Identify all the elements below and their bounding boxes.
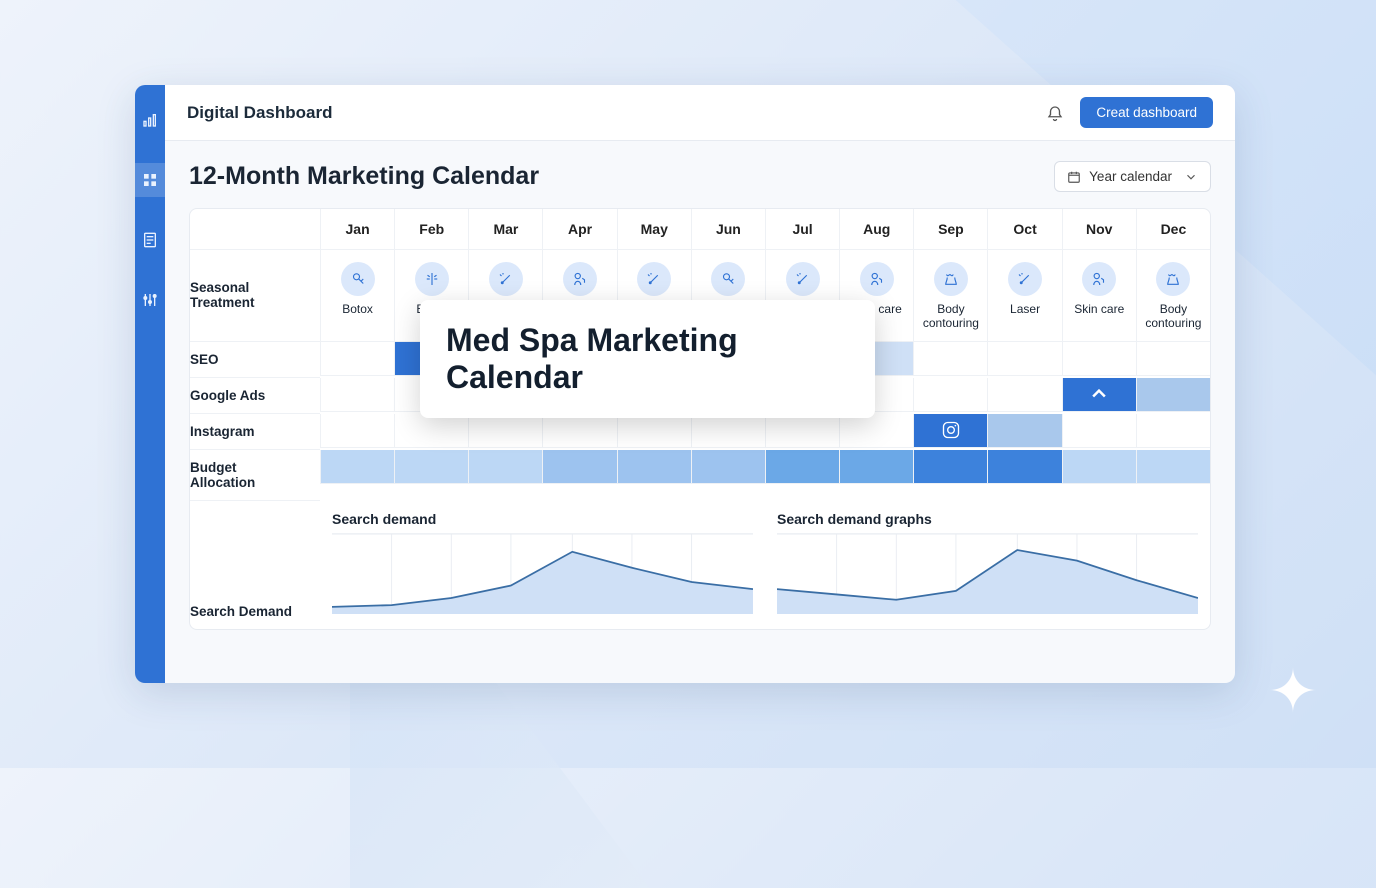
sidebar-item-sliders[interactable] — [135, 283, 165, 317]
row-label-seasonal-treatment: Seasonal Treatment — [190, 250, 320, 342]
month-header-mar: Mar — [468, 209, 542, 250]
header-actions: Creat dashboard — [1046, 97, 1213, 128]
budget-cell-nov[interactable] — [1062, 450, 1136, 484]
top-header: Digital Dashboard Creat dashboard — [165, 85, 1235, 141]
ads-cell-jan[interactable] — [320, 378, 394, 412]
med-spa-tooltip: Med Spa Marketing Calendar — [420, 300, 875, 418]
insta-cell-sep[interactable] — [913, 414, 987, 448]
ads-cell-oct[interactable] — [987, 378, 1061, 412]
instagram-icon — [941, 420, 961, 440]
create-dashboard-button[interactable]: Creat dashboard — [1080, 97, 1213, 128]
budget-cell-sep[interactable] — [913, 450, 987, 484]
search-demand-chart-1[interactable]: Search demand — [320, 501, 765, 629]
calendar-grid: Jan Feb Mar Apr May Jun Jul Aug Sep Oct … — [190, 209, 1210, 629]
dashboard-window: Digital Dashboard Creat dashboard 12-Mon… — [135, 85, 1235, 683]
insta-cell-jun[interactable] — [691, 414, 765, 448]
chart-1-title: Search demand — [332, 511, 753, 527]
budget-cell-jul[interactable] — [765, 450, 839, 484]
calendar-icon — [1067, 170, 1081, 184]
row-label-seo: SEO — [190, 342, 320, 378]
treatment-cell-nov[interactable]: Skin care — [1062, 250, 1136, 342]
botox-icon — [711, 262, 745, 296]
laser-icon — [637, 262, 671, 296]
insta-cell-jul[interactable] — [765, 414, 839, 448]
row-label-google-ads: Google Ads — [190, 378, 320, 414]
month-header-aug: Aug — [839, 209, 913, 250]
laser-icon — [786, 262, 820, 296]
window-title: Digital Dashboard — [187, 103, 332, 123]
budget-cell-feb[interactable] — [394, 450, 468, 484]
sparkle-decoration-icon — [1270, 667, 1316, 713]
seo-cell-nov[interactable] — [1062, 342, 1136, 376]
skincare-icon — [860, 262, 894, 296]
month-header-jun: Jun — [691, 209, 765, 250]
insta-cell-aug[interactable] — [839, 414, 913, 448]
laser-icon — [1008, 262, 1042, 296]
month-header-dec: Dec — [1136, 209, 1210, 250]
insta-cell-apr[interactable] — [542, 414, 616, 448]
budget-cell-apr[interactable] — [542, 450, 616, 484]
budget-cell-jan[interactable] — [320, 450, 394, 484]
budget-cell-may[interactable] — [617, 450, 691, 484]
month-header-feb: Feb — [394, 209, 468, 250]
year-calendar-select[interactable]: Year calendar — [1054, 161, 1211, 192]
tooltip-text: Med Spa Marketing Calendar — [446, 322, 849, 396]
ads-cell-nov[interactable] — [1062, 378, 1136, 412]
sidebar-item-grid[interactable] — [135, 163, 165, 197]
budget-cell-aug[interactable] — [839, 450, 913, 484]
content-topbar: 12-Month Marketing Calendar Year calenda… — [189, 161, 1211, 192]
month-header-apr: Apr — [542, 209, 616, 250]
month-header-oct: Oct — [987, 209, 1061, 250]
year-select-label: Year calendar — [1089, 169, 1172, 184]
treatment-cell-sep[interactable]: Body contouring — [913, 250, 987, 342]
row-label-budget-allocation: Budget Allocation — [190, 450, 320, 501]
insta-cell-nov[interactable] — [1062, 414, 1136, 448]
ads-cell-sep[interactable] — [913, 378, 987, 412]
seo-cell-sep[interactable] — [913, 342, 987, 376]
insta-cell-mar[interactable] — [468, 414, 542, 448]
treatment-cell-jan[interactable]: Botox — [320, 250, 394, 342]
body-contouring-icon — [1156, 262, 1190, 296]
sidebar-nav — [135, 85, 165, 683]
calendar-header-blank — [190, 209, 320, 250]
budget-cell-dec[interactable] — [1136, 450, 1210, 484]
insta-cell-feb[interactable] — [394, 414, 468, 448]
search-demand-chart-2[interactable]: Search demand graphs — [765, 501, 1210, 629]
page-title: 12-Month Marketing Calendar — [189, 162, 539, 191]
botox-icon — [341, 262, 375, 296]
botox-icon — [415, 262, 449, 296]
row-label-instagram: Instagram — [190, 414, 320, 450]
calendar-card: Jan Feb Mar Apr May Jun Jul Aug Sep Oct … — [189, 208, 1211, 630]
ads-cell-dec[interactable] — [1136, 378, 1210, 412]
laser-icon — [489, 262, 523, 296]
seo-cell-oct[interactable] — [987, 342, 1061, 376]
treatment-cell-oct[interactable]: Laser — [987, 250, 1061, 342]
seo-cell-jan[interactable] — [320, 342, 394, 376]
notification-bell-icon[interactable] — [1046, 104, 1064, 122]
row-label-search-demand: Search Demand — [190, 501, 320, 629]
chevron-down-icon — [1184, 170, 1198, 184]
month-header-sep: Sep — [913, 209, 987, 250]
budget-cell-oct[interactable] — [987, 450, 1061, 484]
chevron-up-icon — [1089, 384, 1109, 404]
seo-cell-dec[interactable] — [1136, 342, 1210, 376]
sidebar-item-document[interactable] — [135, 223, 165, 257]
month-header-may: May — [617, 209, 691, 250]
insta-cell-oct[interactable] — [987, 414, 1061, 448]
month-header-nov: Nov — [1062, 209, 1136, 250]
budget-cell-mar[interactable] — [468, 450, 542, 484]
sidebar-item-barchart[interactable] — [135, 103, 165, 137]
budget-cell-jun[interactable] — [691, 450, 765, 484]
insta-cell-dec[interactable] — [1136, 414, 1210, 448]
body-contouring-icon — [934, 262, 968, 296]
insta-cell-may[interactable] — [617, 414, 691, 448]
skincare-icon — [563, 262, 597, 296]
insta-cell-jan[interactable] — [320, 414, 394, 448]
treatment-cell-dec[interactable]: Body contouring — [1136, 250, 1210, 342]
skincare-icon — [1082, 262, 1116, 296]
chart-2-title: Search demand graphs — [777, 511, 1198, 527]
month-header-jul: Jul — [765, 209, 839, 250]
month-header-jan: Jan — [320, 209, 394, 250]
